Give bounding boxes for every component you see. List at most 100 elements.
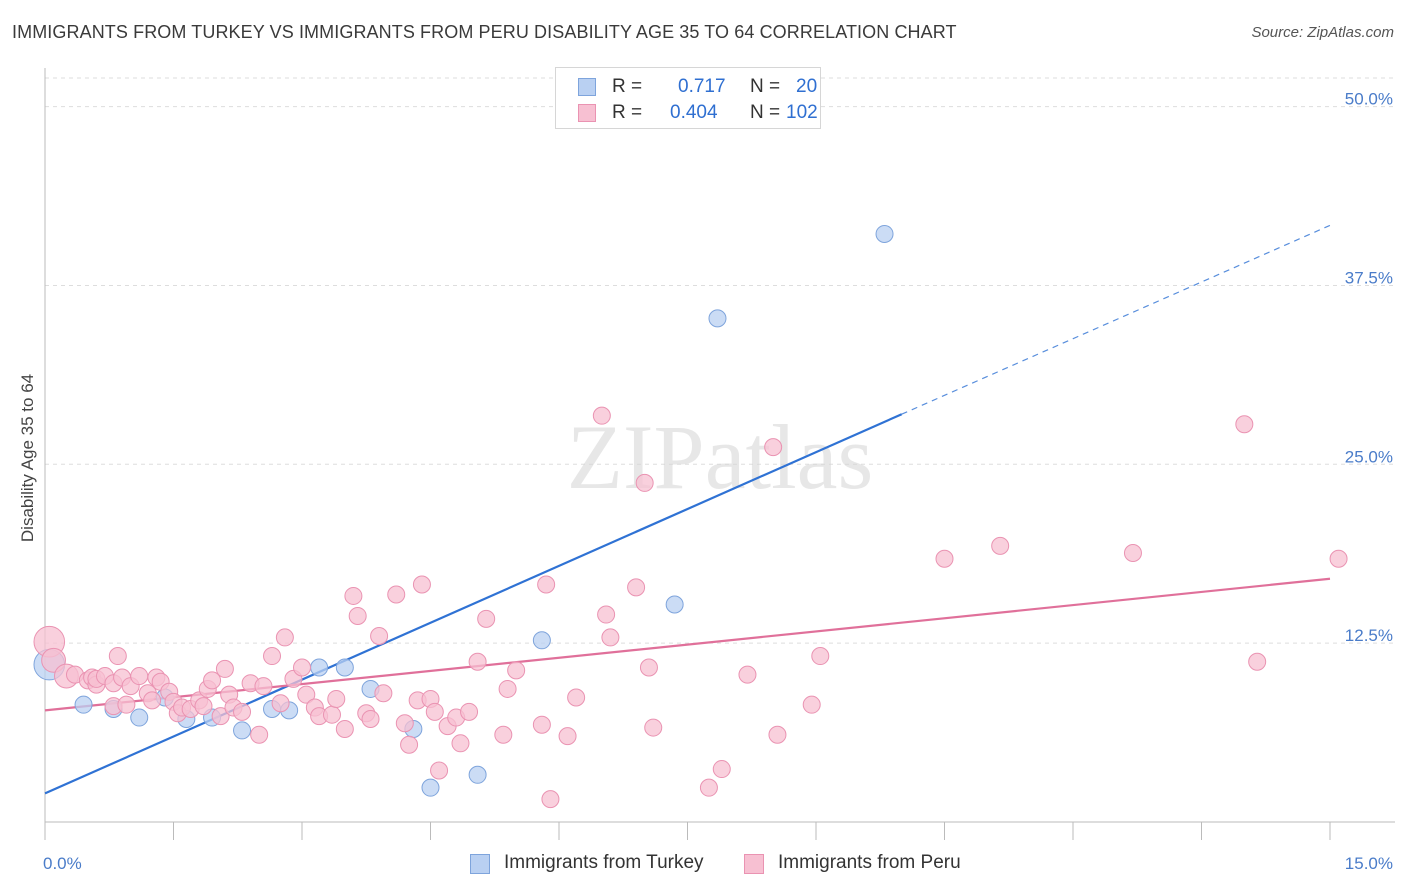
x-tick-label: 15.0% [1345,854,1393,873]
peru-r-value: 0.404 [670,102,718,123]
peru-point [635,473,654,492]
peru-point [233,702,252,721]
turkey-point [74,695,93,714]
peru-point [541,790,560,809]
peru-point [297,685,316,704]
peru-point [400,735,419,754]
bottom-turkey-swatch [470,854,490,874]
y-tick-label: 37.5% [1345,268,1393,287]
turkey-point [532,631,551,650]
peru-point [991,536,1010,555]
turkey-point [708,309,727,328]
peru-trend-line [44,577,1331,712]
peru-point [567,688,586,707]
peru-point [451,734,470,753]
peru-point [327,689,346,708]
peru-point [712,760,731,779]
turkey-point [468,765,487,784]
peru-point [194,697,213,716]
peru-point [374,684,393,703]
y-axis-label: Disability Age 35 to 64 [18,374,37,542]
chart-title: IMMIGRANTS FROM TURKEY VS IMMIGRANTS FRO… [12,22,957,42]
turkey-n-value: 20 [796,76,818,97]
peru-point [764,438,783,457]
peru-point [537,575,556,594]
peru-n-value: 102 [786,102,818,123]
peru-point [477,609,496,628]
peru-point [468,652,487,671]
turkey-swatch [578,78,596,96]
peru-point [271,694,290,713]
peru-point [592,406,611,425]
bottom-turkey-label: Immigrants from Turkey [504,852,704,873]
peru-point [768,725,787,744]
y-tick-label: 50.0% [1345,90,1393,109]
peru-point [412,575,431,594]
correlation-legend: R = 0.717 N = 20 R = 0.404 N = 102 [555,67,821,129]
peru-point [1329,549,1348,568]
peru-point [811,647,830,666]
turkey-r-label: R = [612,76,643,97]
peru-point [322,705,341,724]
peru-point [1123,544,1142,563]
peru-point [293,658,311,677]
peru-point [143,691,162,710]
peru-r-label: R = [612,102,643,123]
grid-layer [45,77,1395,644]
points-layer [33,224,1348,809]
bottom-peru-label: Immigrants from Peru [778,852,961,873]
peru-point [558,727,577,746]
peru-point [738,665,757,684]
peru-point [430,761,449,780]
peru-points [33,406,1348,809]
turkey-point [421,778,440,797]
turkey-point [233,721,252,740]
peru-point [1248,652,1267,671]
peru-point [699,778,718,797]
y-tick-label: 25.0% [1345,447,1393,466]
bottom-peru-swatch [744,854,764,874]
peru-point [250,725,269,744]
source-label: Source: ZipAtlas.com [1251,24,1394,41]
peru-point [254,677,273,696]
peru-point [108,647,127,666]
peru-point [532,715,551,734]
peru-point [494,725,513,744]
y-tick-label: 12.5% [1345,626,1393,645]
turkey-point [875,224,894,243]
ticks-layer: 12.5% 25.0% 37.5% 50.0% 0.0% 15.0% [43,90,1393,873]
peru-point [507,661,526,680]
peru-point [211,707,230,726]
peru-swatch [578,104,596,122]
peru-point [644,718,663,737]
peru-point [370,627,389,645]
peru-point [395,714,414,733]
peru-point [275,628,294,647]
peru-n-label: N = [750,102,781,123]
peru-point [215,659,234,678]
turkey-point [665,595,684,614]
turkey-trend-extension [901,224,1331,415]
peru-point [348,606,367,625]
peru-point [627,578,646,597]
peru-point [203,671,222,690]
peru-point [335,720,354,738]
turkey-point [310,658,329,677]
turkey-trend-line [44,413,903,795]
peru-point [263,647,282,666]
peru-point [361,709,380,728]
turkey-point [335,658,354,677]
turkey-r-value: 0.717 [678,76,726,97]
peru-point [597,605,616,624]
peru-point [460,702,479,721]
peru-point [601,628,620,647]
peru-point [935,549,954,568]
peru-point [639,658,658,677]
peru-point [117,695,136,714]
x-tick-label: 0.0% [43,854,82,873]
peru-point [1235,415,1254,434]
peru-point [344,586,363,605]
peru-point [498,679,517,698]
turkey-point [130,708,149,727]
